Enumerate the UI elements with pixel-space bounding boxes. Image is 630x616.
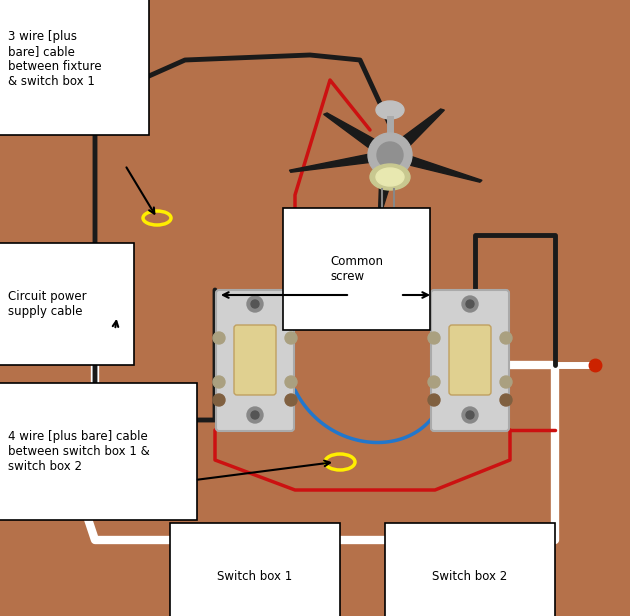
Circle shape [251, 300, 259, 308]
FancyBboxPatch shape [449, 325, 491, 395]
Circle shape [213, 332, 225, 344]
Circle shape [285, 332, 297, 344]
Polygon shape [379, 164, 396, 208]
Circle shape [466, 300, 474, 308]
Circle shape [251, 411, 259, 419]
FancyBboxPatch shape [216, 290, 294, 431]
Circle shape [500, 332, 512, 344]
Circle shape [466, 411, 474, 419]
Circle shape [428, 394, 440, 406]
Text: 4 wire [plus bare] cable
between switch box 1 &
switch box 2: 4 wire [plus bare] cable between switch … [8, 430, 150, 473]
Circle shape [462, 407, 478, 423]
Circle shape [368, 133, 412, 177]
Ellipse shape [376, 168, 404, 186]
Circle shape [428, 376, 440, 388]
Text: Switch box 1: Switch box 1 [217, 570, 292, 583]
Polygon shape [324, 113, 384, 150]
Text: Switch box 2: Switch box 2 [432, 570, 508, 583]
Polygon shape [289, 154, 374, 172]
Text: Common
screw: Common screw [330, 255, 383, 283]
Circle shape [377, 142, 403, 168]
Text: 3 wire [plus
bare] cable
between fixture
& switch box 1: 3 wire [plus bare] cable between fixture… [8, 30, 101, 88]
FancyBboxPatch shape [234, 325, 276, 395]
Polygon shape [393, 109, 444, 148]
Circle shape [247, 296, 263, 312]
Circle shape [500, 394, 512, 406]
FancyBboxPatch shape [431, 290, 509, 431]
Circle shape [213, 394, 225, 406]
Polygon shape [403, 156, 482, 182]
Ellipse shape [370, 164, 410, 190]
Circle shape [428, 332, 440, 344]
Ellipse shape [376, 101, 404, 119]
Circle shape [500, 376, 512, 388]
Circle shape [247, 407, 263, 423]
Circle shape [285, 394, 297, 406]
Circle shape [213, 376, 225, 388]
Text: Circuit power
supply cable: Circuit power supply cable [8, 290, 87, 318]
Circle shape [285, 376, 297, 388]
Circle shape [462, 296, 478, 312]
